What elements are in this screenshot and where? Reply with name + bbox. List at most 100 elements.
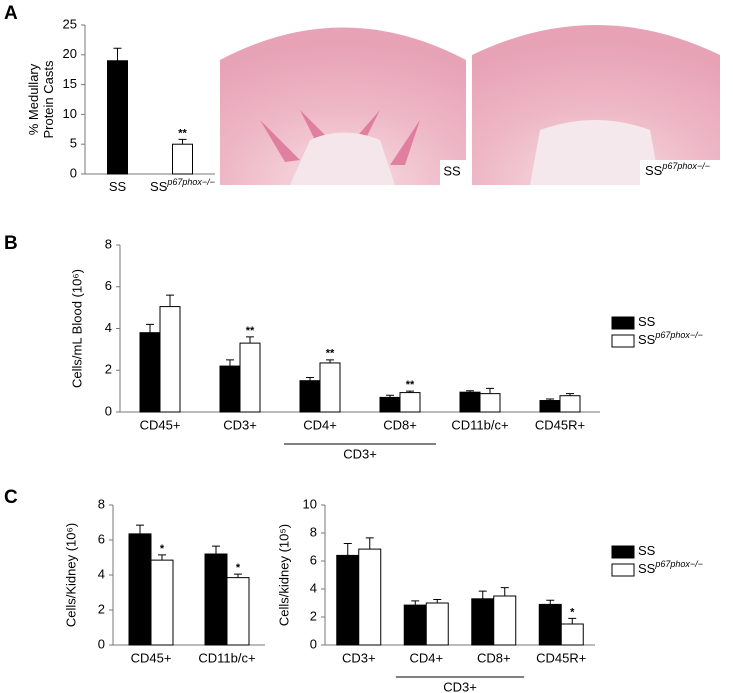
bar xyxy=(336,554,360,646)
y-axis-label: Cells/kidney (10⁵) xyxy=(276,524,291,626)
x-tick-label: CD45+ xyxy=(140,417,181,432)
y-tick-label: 20 xyxy=(63,46,77,61)
y-tick-label: 2 xyxy=(105,362,112,377)
y-tick-label: 0 xyxy=(310,636,317,651)
bar xyxy=(150,559,174,646)
legend-label-base: SS xyxy=(638,561,656,576)
bar xyxy=(479,393,501,413)
error-bar xyxy=(546,599,555,605)
y-axis-label: Cells/Kidney (10⁶) xyxy=(63,523,78,627)
bar xyxy=(107,60,128,175)
y-axis-label: Protein Casts xyxy=(41,60,56,139)
legend-swatch xyxy=(611,316,635,330)
significance-label: ** xyxy=(326,348,335,360)
error-bar xyxy=(566,393,574,396)
error-bar xyxy=(136,524,144,534)
legend-swatch xyxy=(611,334,635,348)
error-bar xyxy=(158,554,166,561)
bar xyxy=(128,533,152,646)
bar xyxy=(399,392,421,413)
image-label-superscript: p67phox−/− xyxy=(661,161,710,171)
bar xyxy=(471,598,495,646)
error-bar xyxy=(146,323,154,333)
error-bar xyxy=(546,398,554,401)
significance-label: ** xyxy=(178,127,187,139)
error-bar xyxy=(113,47,122,61)
panel-label: B xyxy=(4,233,18,254)
bar xyxy=(172,143,193,175)
x-tick-label: CD45+ xyxy=(131,650,172,665)
error-bar xyxy=(478,590,487,599)
y-tick-label: 0 xyxy=(98,636,105,651)
x-tick-label: SSp67phox−/− xyxy=(150,177,215,194)
group-label: CD3+ xyxy=(443,679,477,693)
bar xyxy=(139,332,161,413)
significance-label: ** xyxy=(406,379,415,391)
bar xyxy=(403,604,427,646)
error-bar xyxy=(411,600,420,606)
error-bar xyxy=(466,390,474,393)
significance-label: * xyxy=(570,606,575,618)
bar xyxy=(159,306,181,413)
error-bar xyxy=(212,545,220,554)
bar xyxy=(493,595,517,646)
y-tick-label: 6 xyxy=(310,552,317,567)
x-tick-label-base: SS xyxy=(150,179,168,194)
bar xyxy=(425,602,449,646)
x-tick-label: CD4+ xyxy=(409,650,443,665)
y-tick-label: 0 xyxy=(70,165,77,180)
bar xyxy=(219,365,241,413)
x-tick-label: CD8+ xyxy=(383,417,417,432)
error-bar xyxy=(326,359,334,363)
y-tick-label: 25 xyxy=(63,16,77,31)
panel-label: C xyxy=(4,487,18,508)
y-tick-label: 4 xyxy=(310,580,317,595)
error-bar xyxy=(306,377,314,381)
error-bar xyxy=(406,390,414,393)
bar xyxy=(239,342,261,413)
bar xyxy=(560,623,584,646)
y-tick-label: 0 xyxy=(105,403,112,418)
legend-label: SSp67phox−/− xyxy=(638,330,703,347)
legend-swatch xyxy=(611,563,635,577)
x-tick-label: CD4+ xyxy=(303,417,337,432)
legend-label-base: SS xyxy=(638,332,656,347)
x-tick-label: CD11b/c+ xyxy=(198,650,255,665)
y-axis-label: % Medullary xyxy=(26,63,41,135)
y-axis-label: Cells/mL Blood (10⁶) xyxy=(69,269,84,388)
error-bar xyxy=(234,573,242,578)
x-tick-label: CD3+ xyxy=(223,417,257,432)
group-label: CD3+ xyxy=(343,446,377,461)
y-tick-label: 8 xyxy=(310,524,317,539)
error-bar xyxy=(365,537,374,550)
significance-label: * xyxy=(160,543,165,555)
y-tick-label: 2 xyxy=(310,608,317,623)
legend-label: SS xyxy=(638,543,656,558)
y-tick-label: 6 xyxy=(98,531,105,546)
error-bar xyxy=(386,394,394,398)
legend-label-superscript: p67phox−/− xyxy=(654,330,703,340)
legend-label-base: SS xyxy=(638,314,656,329)
panel-label: A xyxy=(4,3,18,24)
x-tick-label-superscript: p67phox−/− xyxy=(166,177,215,187)
bar xyxy=(459,391,481,413)
bar xyxy=(358,548,382,646)
y-tick-label: 4 xyxy=(98,566,105,581)
legend-swatch xyxy=(611,545,635,559)
legend-label: SS xyxy=(638,314,656,329)
histology-image xyxy=(220,15,466,185)
x-tick-label: CD11b/c+ xyxy=(451,417,508,432)
bar xyxy=(538,603,562,646)
error-bar xyxy=(500,587,509,596)
x-tick-label: CD45R+ xyxy=(536,650,586,665)
bar xyxy=(559,395,581,413)
bar xyxy=(299,380,321,413)
error-bar xyxy=(568,617,577,624)
legend-label-base: SS xyxy=(638,543,656,558)
histology-image xyxy=(472,15,720,185)
y-tick-label: 10 xyxy=(303,496,317,511)
legend-label: SSp67phox−/− xyxy=(638,559,703,576)
error-bar xyxy=(246,336,254,344)
error-bar xyxy=(343,543,352,556)
